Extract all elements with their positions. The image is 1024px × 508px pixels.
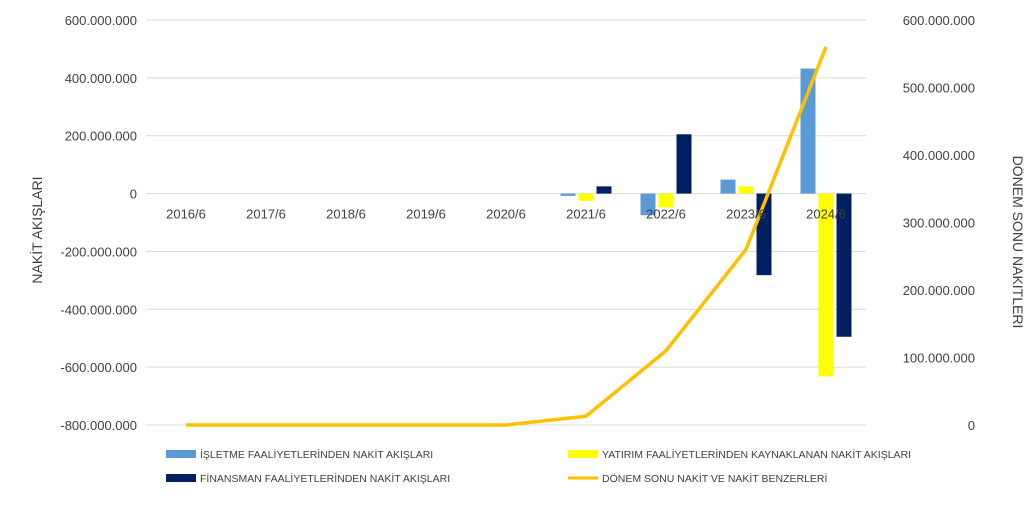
bar (800, 68, 816, 194)
bar (560, 193, 576, 196)
category-label: 2019/6 (406, 207, 446, 222)
legend-swatch (166, 474, 196, 482)
bar (818, 193, 834, 377)
right-tick-label: 100.000.000 (903, 351, 975, 366)
category-label: 2017/6 (246, 207, 286, 222)
legend-swatch (166, 450, 196, 458)
legend: İŞLETME FAALİYETLERİNDEN NAKİT AKIŞLARI Y… (166, 448, 911, 485)
left-tick-label: 200.000.000 (65, 129, 137, 144)
line-series (186, 46, 828, 427)
left-tick-label: -200.000.000 (60, 244, 137, 259)
right-tick-label: 400.000.000 (903, 148, 975, 163)
right-axis-title: DÖNEM SONU NAKİTLERİ (1010, 156, 1024, 329)
category-label: 2020/6 (486, 207, 526, 222)
category-labels: 2016/6 2017/6 2018/6 2019/6 2020/6 2021/6 2022… (166, 207, 846, 222)
legend-label: YATIRIM FAALİYETLERİNDEN KAYNAKLANAN NAK… (602, 448, 911, 461)
category-label: 2016/6 (166, 207, 206, 222)
legend-label: DÖNEM SONU NAKİT VE NAKİT BENZERLERİ (602, 472, 827, 485)
legend-label: FİNANSMAN FAALİYETLERİNDEN NAKİT AKIŞLAR… (200, 472, 450, 485)
gridlines (146, 19, 866, 426)
bar (596, 186, 612, 194)
left-axis-ticks: 600.000.000 400.000.000 200.000.000 0 -200.0… (60, 13, 137, 433)
bar (578, 193, 594, 201)
left-tick-label: -400.000.000 (60, 302, 137, 317)
bar (836, 193, 852, 337)
left-axis-title: NAKİT AKIŞLARI (28, 176, 45, 283)
right-tick-label: 0 (968, 418, 975, 433)
left-tick-label: -800.000.000 (60, 418, 137, 433)
left-tick-label: 400.000.000 (65, 71, 137, 86)
right-tick-label: 200.000.000 (903, 283, 975, 298)
bar-series (560, 68, 852, 377)
bar (720, 179, 736, 194)
category-label: 2022/6 (646, 207, 686, 222)
bar (676, 134, 692, 194)
right-tick-label: 300.000.000 (903, 216, 975, 231)
category-label: 2024/6 (806, 207, 846, 222)
left-tick-label: 0 (130, 187, 137, 202)
left-tick-label: -600.000.000 (60, 360, 137, 375)
legend-swatch (568, 450, 598, 458)
category-label: 2021/6 (566, 207, 606, 222)
bar (658, 193, 674, 208)
bar (738, 186, 754, 194)
legend-label: İŞLETME FAALİYETLERİNDEN NAKİT AKIŞLARI (200, 448, 433, 461)
category-label: 2023/6 (726, 207, 766, 222)
category-label: 2018/6 (326, 207, 366, 222)
line-series-path (186, 46, 828, 427)
right-tick-label: 500.000.000 (903, 81, 975, 96)
right-axis-ticks: 600.000.000 500.000.000 400.000.000 300.000… (903, 13, 975, 433)
right-tick-label: 600.000.000 (903, 13, 975, 28)
left-tick-label: 600.000.000 (65, 13, 137, 28)
bar (640, 193, 656, 216)
